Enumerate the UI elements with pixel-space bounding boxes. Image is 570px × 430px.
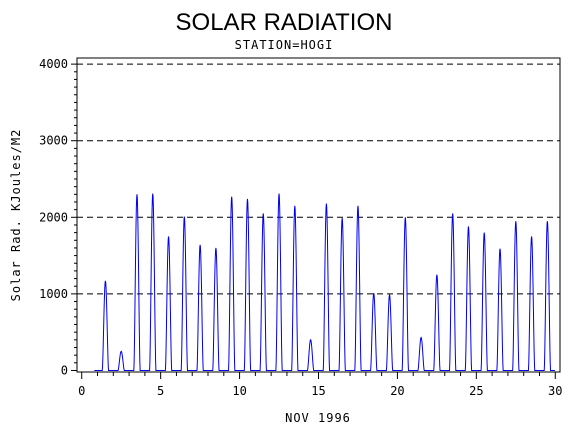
y-tick-label: 1000 [39,287,68,301]
x-tick-label: 25 [469,384,483,398]
x-axis: 0 5 10 15 20 25 30 [78,372,562,398]
y-tick-label: 2000 [39,210,68,224]
x-tick-label: 0 [78,384,85,398]
chart-title: SOLAR RADIATION [176,9,393,36]
x-tick-label: 30 [548,384,562,398]
grid-lines [77,63,560,295]
y-tick-label: 4000 [39,57,68,71]
y-axis: 0 1000 2000 3000 4000 [39,57,77,377]
y-tick-label: 0 [61,363,68,377]
x-tick-label: 20 [390,384,404,398]
plot-frame [76,57,561,373]
x-tick-label: 5 [157,384,164,398]
x-axis-label: NOV 1996 [285,411,351,425]
x-tick-label: 10 [232,384,246,398]
y-tick-label: 3000 [39,134,68,148]
y-axis-label: Solar Rad. KJoules/M2 [9,129,23,302]
series-line [94,193,555,371]
x-tick-label: 15 [311,384,325,398]
chart-subtitle: STATION=HOGI [235,38,334,52]
